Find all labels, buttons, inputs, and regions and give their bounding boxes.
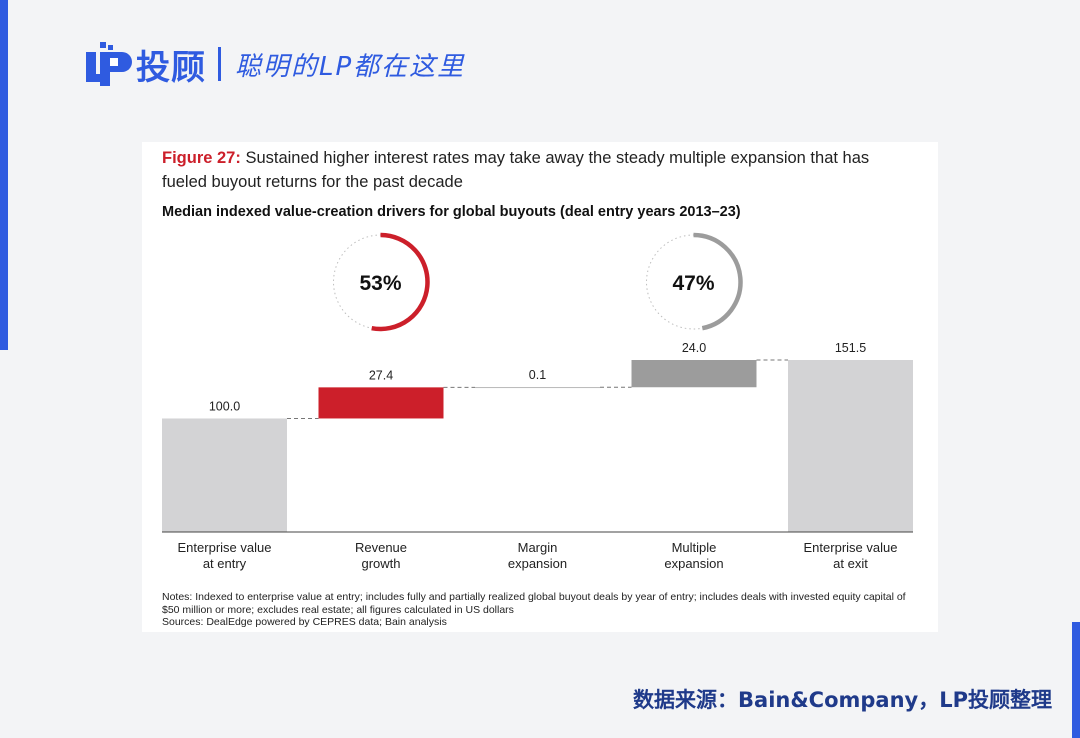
- sources-text: Sources: DealEdge powered by CEPRES data…: [162, 616, 447, 628]
- figure-title-text: Sustained higher interest rates may take…: [162, 149, 870, 191]
- category-label-1: Revenue growth: [355, 540, 407, 571]
- value-label-2: 0.1: [529, 368, 546, 382]
- value-label-1: 27.4: [369, 368, 393, 382]
- category-label-2: Margin expansion: [508, 540, 567, 571]
- gauge-arc-0: [371, 232, 430, 332]
- footer-source: 数据来源：Bain&Company，LP投顾整理: [633, 688, 1052, 712]
- brand-slogan: 聪明的LP都在这里: [235, 51, 466, 82]
- value-label-4: 151.5: [835, 341, 866, 355]
- chart-notes: Notes: Indexed to enterprise value at en…: [162, 591, 922, 629]
- gauge-label-0: 53%: [359, 272, 401, 295]
- waterfall-chart: 100.0 Enterprise value at entry 27.4 Revenue…: [162, 232, 913, 571]
- bar-1: [318, 387, 444, 419]
- brand-divider: [218, 47, 221, 81]
- brand-name: 投顾: [136, 47, 206, 88]
- lp-logo-icon: [86, 42, 132, 86]
- figure-number: Figure 27:: [162, 149, 241, 167]
- category-label-3: Multiple expansion: [664, 540, 723, 571]
- figure-card: Figure 27: Sustained higher interest rat…: [142, 142, 938, 632]
- gauge-label-1: 47%: [672, 272, 714, 295]
- notes-text: Notes: Indexed to enterprise value at en…: [162, 591, 906, 616]
- right-accent-bar: [1072, 622, 1080, 738]
- bar-3: [631, 360, 757, 388]
- bar-0: [162, 418, 287, 532]
- bar-4: [788, 360, 913, 532]
- value-label-0: 100.0: [209, 399, 240, 413]
- category-label-0: Enterprise value at entry: [178, 540, 272, 571]
- left-accent-bar: [0, 0, 8, 350]
- gauge-arc-1: [693, 232, 743, 331]
- category-label-4: Enterprise value at exit: [804, 540, 898, 571]
- chart-subtitle: Median indexed value-creation drivers fo…: [162, 204, 741, 220]
- value-label-3: 24.0: [682, 341, 706, 355]
- brand-header: 投顾 聪明的LP都在这里: [86, 40, 465, 88]
- figure-title: Figure 27: Sustained higher interest rat…: [162, 146, 902, 194]
- bar-2: [475, 387, 600, 389]
